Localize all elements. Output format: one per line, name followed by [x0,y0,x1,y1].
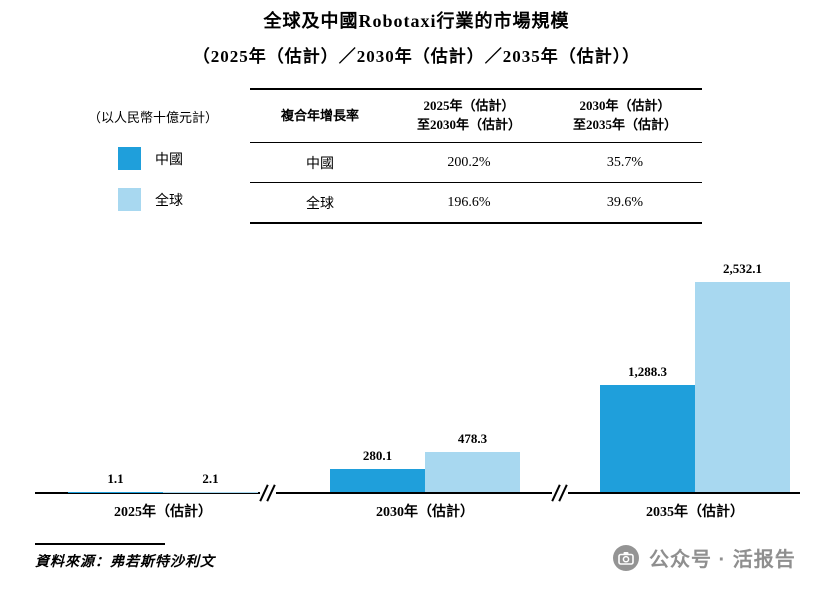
watermark: 公众号 · 活报告 [612,543,796,572]
legend-swatch-china [118,147,141,170]
bar-value-label-global-2: 2,532.1 [723,261,762,276]
bar-value-label-china-1: 280.1 [362,447,393,463]
bar-value-label-china-2: 1,288.3 [628,364,667,380]
bar-china-1 [330,468,425,492]
cagr-row-china: 中國 200.2% 35.7% [250,143,702,183]
unit-label: （以人民幣十億元計） [88,110,219,125]
bar-value-label-china-0: 1.1 [107,470,124,486]
cagr-row-global-2030-2035: 39.6% [606,194,644,210]
source-text: 資料來源：弗若斯特沙利文 [35,555,215,570]
legend-label-china: 中國 [155,152,183,168]
cagr-row-china-label: 中國 [306,156,334,172]
cagr-header-2025-2030: 2025年（估計） 至2030年（估計） [416,98,521,132]
source-divider [35,543,165,545]
chart-subtitle: （2025年（估計）／2030年（估計）／2035年（估計）） [192,47,641,66]
x-axis-line [35,492,800,494]
camera-icon [612,544,640,572]
cagr-row-china-2030-2035: 35.7% [606,154,644,170]
bar-china-2 [600,385,695,492]
bar-value-label-global-0: 2.1 [202,470,219,486]
cagr-header-metric: 複合年增長率 [280,107,359,123]
cagr-row-china-2025-2030: 200.2% [447,154,491,170]
legend-swatch-global [118,188,141,211]
x-label-2025: 2025年（估計） [114,505,212,520]
cagr-table-header: 複合年增長率 2025年（估計） 至2030年（估計） 2030年（估計） 至2… [250,90,702,143]
cagr-row-global-2025-2030: 196.6% [447,194,491,210]
bar-global-2 [695,282,790,492]
cagr-header-2030-2035: 2030年（估計） 至2035年（估計） [572,98,677,132]
x-label-2030: 2030年（估計） [376,505,474,520]
legend-item-china: 中國 [118,147,183,170]
x-label-2035: 2035年（估計） [646,505,744,520]
bar-value-label-global-1: 478.3 [457,431,488,447]
chart-title: 全球及中國Robotaxi行業的市場規模 [263,11,570,31]
legend-item-global: 全球 [118,188,183,211]
legend-label-global: 全球 [155,193,183,209]
axis-break-icon [259,482,276,504]
axis-break-icon [551,482,568,504]
watermark-text: 公众号 · 活报告 [649,549,796,571]
bar-global-1 [425,452,520,492]
cagr-table: 複合年增長率 2025年（估計） 至2030年（估計） 2030年（估計） 至2… [250,88,702,224]
cagr-row-global: 全球 196.6% 39.6% [250,183,702,222]
cagr-row-global-label: 全球 [306,196,334,212]
